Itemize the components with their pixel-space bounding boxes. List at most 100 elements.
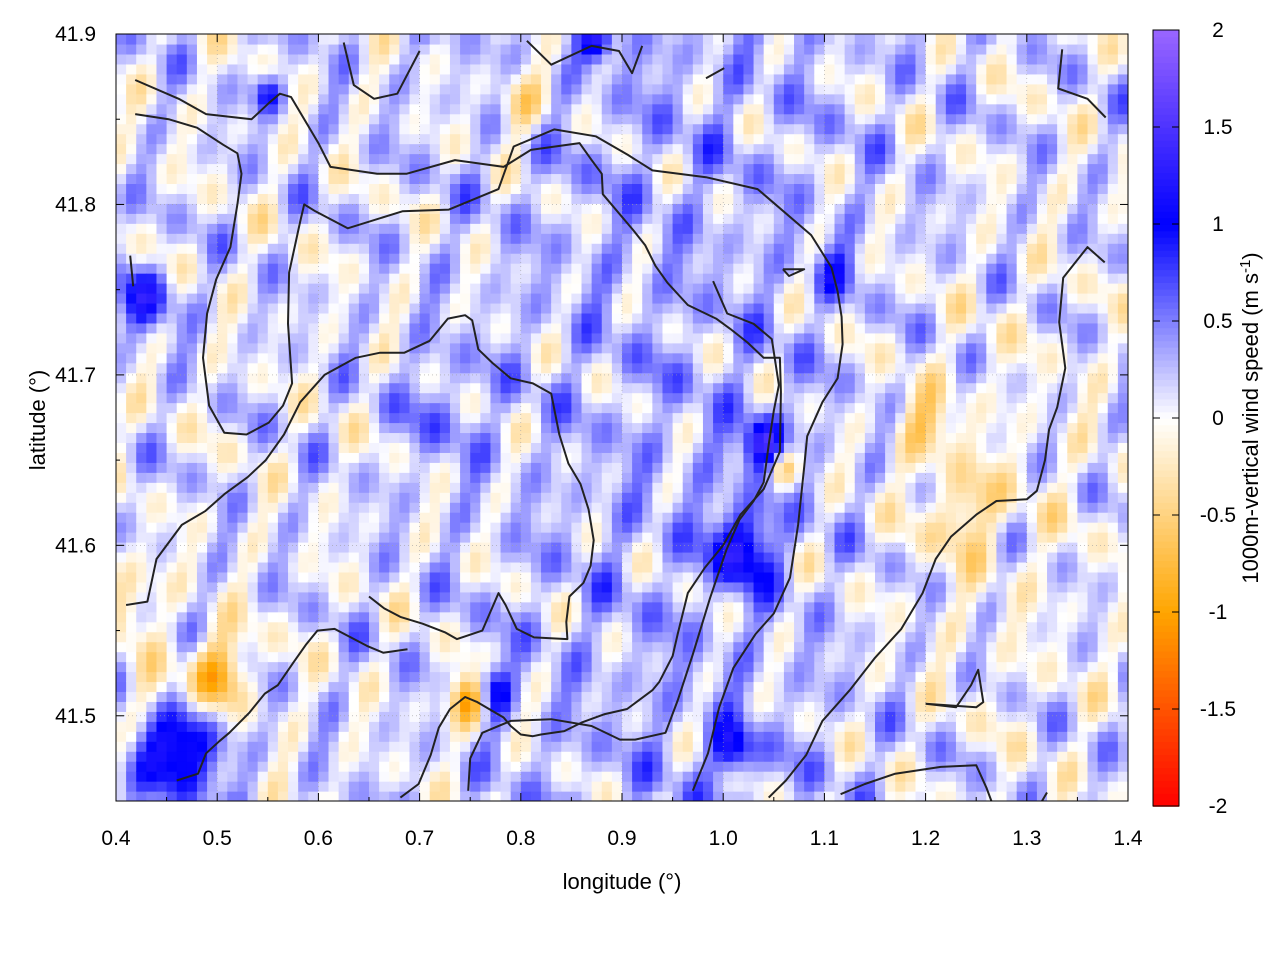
heatmap-cell [207, 402, 218, 414]
heatmap-cell [723, 123, 734, 135]
heatmap-cell [551, 273, 562, 284]
heatmap-cell [288, 601, 299, 613]
heatmap-cell [146, 233, 158, 244]
heatmap-cell [571, 561, 583, 573]
heatmap-cell [419, 63, 431, 75]
heatmap-cell [571, 701, 583, 712]
heatmap-cell [116, 442, 127, 453]
heatmap-cell [480, 283, 492, 294]
heatmap-cell [449, 213, 461, 224]
heatmap-cell [510, 113, 522, 125]
heatmap-cell [672, 352, 684, 364]
heatmap-cell [328, 63, 340, 75]
heatmap-cell [601, 561, 613, 573]
heatmap-cell [429, 711, 441, 722]
heatmap-cell [247, 641, 259, 653]
heatmap-cell [136, 203, 147, 214]
heatmap-cell [470, 153, 481, 165]
heatmap-cell [490, 312, 502, 324]
heatmap-cell [136, 392, 147, 404]
heatmap-cell [318, 701, 330, 712]
heatmap-cell [429, 332, 441, 344]
heatmap-cell [713, 492, 724, 503]
heatmap-cell [369, 392, 380, 404]
heatmap-cell [622, 761, 633, 772]
heatmap-cell [267, 791, 279, 801]
heatmap-cell [399, 711, 411, 722]
heatmap-cell [186, 34, 198, 45]
heatmap-cell [510, 472, 522, 483]
heatmap-cell [713, 482, 724, 493]
heatmap-cell [338, 302, 350, 314]
heatmap-cell [551, 681, 562, 693]
heatmap-cell [288, 203, 299, 214]
heatmap-cell [460, 253, 471, 264]
heatmap-cell [723, 163, 734, 175]
heatmap-cell [156, 332, 168, 344]
heatmap-cell [551, 73, 562, 85]
heatmap-cell [500, 512, 512, 523]
heatmap-cell [348, 532, 360, 543]
heatmap-cell [571, 731, 583, 742]
heatmap-cell [601, 522, 613, 533]
heatmap-cell [399, 352, 411, 364]
heatmap-cell [237, 741, 249, 752]
heatmap-cell [328, 751, 340, 762]
heatmap-cell [176, 711, 188, 722]
heatmap-cell [652, 691, 664, 702]
heatmap-cell [460, 213, 471, 224]
heatmap-cell [510, 372, 522, 384]
heatmap-cell [116, 781, 127, 792]
heatmap-cell [541, 93, 552, 105]
heatmap-cell [733, 442, 745, 453]
heatmap-cell [247, 711, 259, 722]
heatmap-cell [723, 791, 734, 801]
heatmap-cell [257, 302, 269, 314]
heatmap-cell [389, 173, 400, 185]
heatmap-cell [237, 661, 249, 673]
heatmap-cell [379, 243, 390, 254]
heatmap-cell [632, 123, 643, 135]
heatmap-cell [723, 691, 734, 702]
heatmap-cell [247, 721, 259, 732]
heatmap-cell [126, 382, 137, 394]
heatmap-cell [237, 342, 249, 354]
heatmap-cell [571, 34, 583, 45]
heatmap-cell [723, 631, 734, 643]
heatmap-cell [622, 741, 633, 752]
heatmap-cell [480, 731, 492, 742]
heatmap-cell [682, 153, 694, 165]
heatmap-cell [116, 791, 127, 801]
heatmap-cell [723, 213, 734, 224]
heatmap-cell [662, 73, 674, 85]
heatmap-cell [267, 671, 279, 683]
heatmap-cell [338, 392, 350, 404]
heatmap-cell [490, 382, 502, 394]
heatmap-cell [571, 133, 583, 145]
heatmap-cell [116, 542, 127, 553]
heatmap-cell [237, 671, 249, 683]
heatmap-cell [318, 691, 330, 702]
heatmap-cell [379, 711, 390, 722]
heatmap-cell [520, 233, 532, 244]
heatmap-cell [470, 701, 481, 712]
heatmap-cell [500, 462, 512, 473]
heatmap-cell [733, 462, 745, 473]
heatmap-cell [227, 631, 239, 643]
heatmap-cell [338, 422, 350, 434]
heatmap-cell [358, 701, 370, 712]
heatmap-cell [460, 113, 471, 125]
heatmap-cell [328, 701, 340, 712]
heatmap-cell [591, 103, 603, 115]
heatmap-cell [338, 581, 350, 593]
heatmap-cell [267, 731, 279, 742]
heatmap-cell [561, 63, 572, 75]
heatmap-cell [692, 761, 704, 772]
heatmap-cell [348, 701, 360, 712]
heatmap-cell [591, 83, 603, 95]
heatmap-cell [186, 412, 198, 424]
heatmap-cell [318, 263, 330, 274]
heatmap-cell [733, 352, 745, 364]
heatmap-cell [763, 163, 775, 175]
heatmap-cell [419, 691, 431, 702]
